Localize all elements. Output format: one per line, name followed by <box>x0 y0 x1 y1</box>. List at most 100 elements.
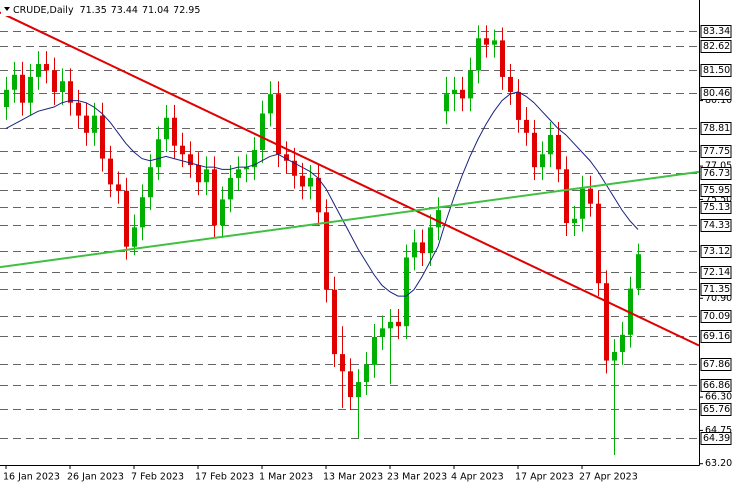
candle-body <box>380 328 385 337</box>
candle-body <box>180 145 185 155</box>
candle-body <box>636 254 641 289</box>
x-tick-label: 13 Mar 2023 <box>323 472 383 483</box>
candle-body <box>508 76 513 92</box>
candle-body <box>68 81 73 103</box>
candle-body <box>580 188 585 219</box>
candle-body <box>220 199 225 226</box>
candle-body <box>412 242 417 258</box>
level-label: 75.95 <box>703 185 730 196</box>
level-label: 66.86 <box>703 380 730 391</box>
y-tick-label: 63.20 <box>705 458 732 469</box>
candle-body <box>60 81 65 92</box>
level-box <box>700 432 732 445</box>
candle-body <box>36 64 41 77</box>
candle-body <box>436 210 441 228</box>
level-label: 72.14 <box>703 267 730 278</box>
header: CRUDE,Daily 71.35 73.44 71.04 72.95 <box>13 5 200 16</box>
candle-body <box>532 132 537 168</box>
y-tick-label: 80.10 <box>705 95 732 106</box>
level-box <box>700 167 732 180</box>
candle-body <box>140 197 145 228</box>
x-tick-label: 27 Apr 2023 <box>579 472 638 483</box>
level-box <box>700 25 732 38</box>
level-label: 70.09 <box>703 311 730 322</box>
candle-body <box>372 336 377 365</box>
candle-body <box>612 351 617 361</box>
level-label: 71.35 <box>703 284 730 295</box>
level-box <box>700 266 732 279</box>
candle-body <box>548 134 553 155</box>
y-tick-label: 66.30 <box>705 392 732 403</box>
level-box <box>700 379 732 392</box>
x-tick-label: 1 Mar 2023 <box>259 472 313 483</box>
level-label: 69.16 <box>703 331 730 342</box>
level-label: 67.86 <box>703 359 730 370</box>
level-label: 82.62 <box>703 41 730 52</box>
trendline <box>0 170 700 269</box>
candle-body <box>244 167 249 170</box>
candle-body <box>340 354 345 372</box>
level-label: 75.13 <box>703 202 730 213</box>
x-tick-label: 4 Apr 2023 <box>451 472 504 483</box>
candle-body <box>76 102 81 116</box>
candle-body <box>556 134 561 170</box>
candle-body <box>212 169 217 226</box>
x-tick-label: 16 Jan 2023 <box>3 472 60 483</box>
level-label: 80.46 <box>703 88 730 99</box>
candle-body <box>620 334 625 352</box>
candle-body <box>540 154 545 168</box>
candle-body <box>268 94 273 114</box>
candle-body <box>276 94 281 155</box>
candle-body <box>492 40 497 45</box>
level-box <box>700 358 732 371</box>
axis-labels: 80.10 77.05 75.50 70.90 66.30 64.75 63.20 83.34… <box>3 25 732 483</box>
level-box <box>700 40 732 53</box>
level-label: 74.33 <box>703 220 730 231</box>
level-box <box>700 201 732 214</box>
candle-body <box>604 283 609 361</box>
candle-body <box>300 175 305 187</box>
candle-body <box>364 364 369 383</box>
candle-body <box>236 169 241 178</box>
candle-body <box>132 227 137 247</box>
level-box <box>700 219 732 232</box>
candle-body <box>476 38 481 71</box>
header-box <box>1 3 171 16</box>
level-label: 78.81 <box>703 123 730 134</box>
candle-body <box>44 64 49 71</box>
candle-body <box>284 154 289 161</box>
candle-body <box>404 257 409 327</box>
candle-body <box>196 165 201 183</box>
candle-body <box>52 70 57 92</box>
candle-body <box>500 40 505 77</box>
level-box <box>700 330 732 343</box>
candle-body <box>356 382 361 398</box>
level-box <box>700 87 732 100</box>
x-tick-label: 7 Feb 2023 <box>131 472 184 483</box>
level-label: 76.73 <box>703 168 730 179</box>
candle-body <box>308 177 313 187</box>
x-tick-label: 26 Jan 2023 <box>67 472 124 483</box>
candle-body <box>572 218 577 224</box>
candle-body <box>124 190 129 247</box>
y-tick-label: 75.50 <box>705 194 732 205</box>
candle-body <box>324 212 329 290</box>
candle-body <box>92 115 97 133</box>
level-box <box>700 403 732 416</box>
candle-body <box>4 89 9 108</box>
low: 71.04 <box>142 5 169 16</box>
candle-body <box>452 89 457 95</box>
candle-body <box>596 203 601 284</box>
level-label: 73.12 <box>703 246 730 257</box>
level-box <box>700 184 732 197</box>
candle-body <box>204 169 209 183</box>
y-tick-label: 77.05 <box>705 161 732 172</box>
level-box <box>700 283 732 296</box>
candle-body <box>164 117 169 140</box>
x-tick-label: 23 Mar 2023 <box>387 472 447 483</box>
candle-body <box>516 91 521 120</box>
level-box <box>700 310 732 323</box>
candle-body <box>148 167 153 198</box>
